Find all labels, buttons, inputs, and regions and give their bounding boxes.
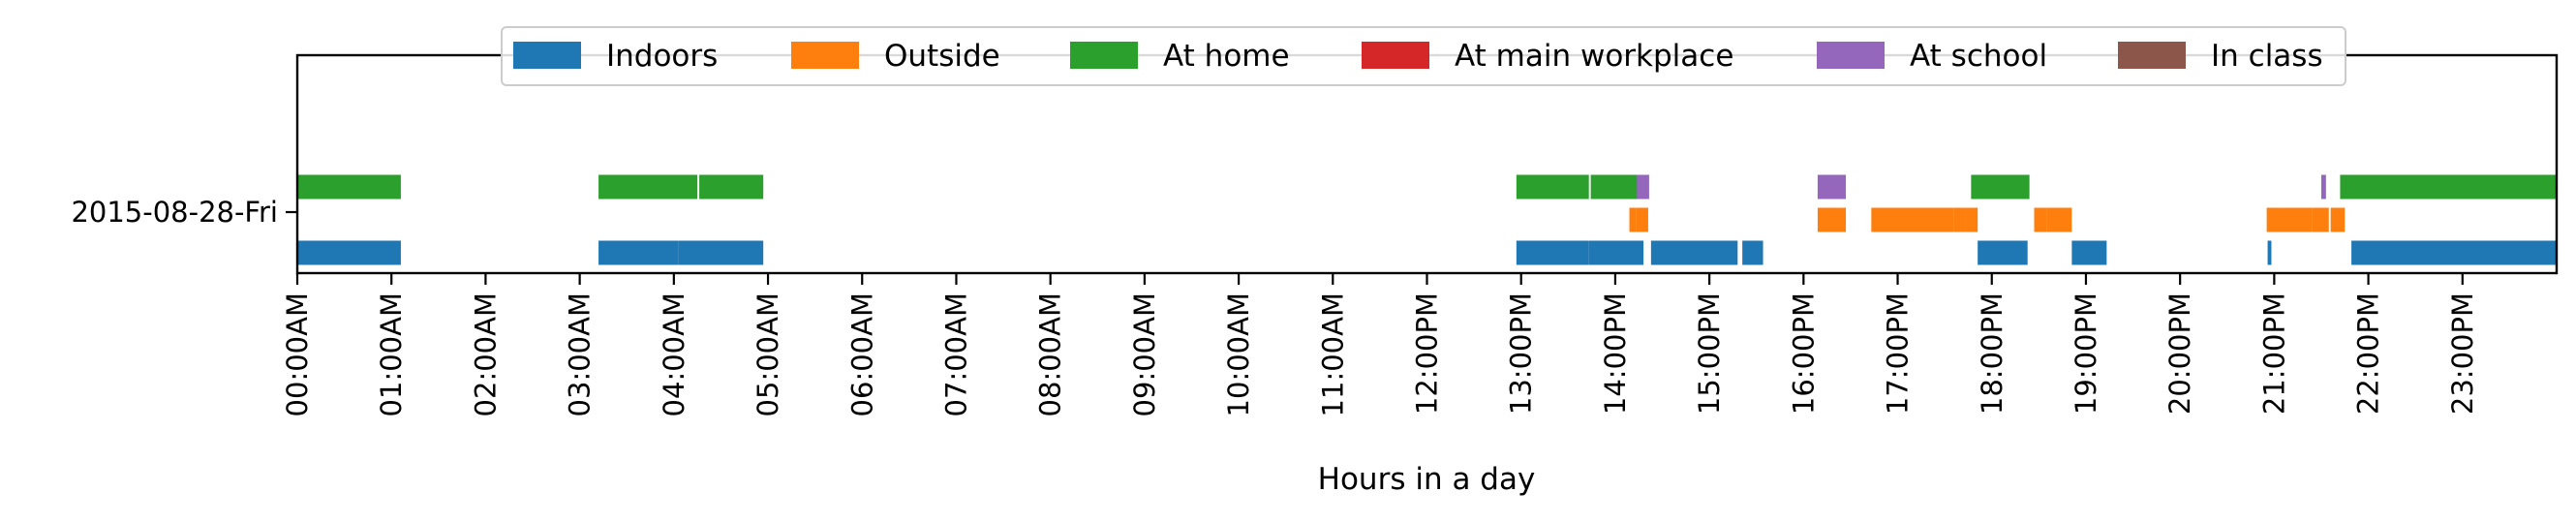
x-tick-label: 09:00AM bbox=[1128, 292, 1161, 416]
x-tick-label: 01:00AM bbox=[375, 292, 408, 416]
bar-at-school-2 bbox=[2320, 174, 2326, 200]
bar-outside-5 bbox=[1965, 207, 1978, 232]
bar-at-school-0 bbox=[1637, 174, 1649, 200]
bar-indoors-7 bbox=[1978, 240, 2028, 265]
legend-swatch-outside bbox=[791, 42, 859, 69]
x-tick-label: 04:00AM bbox=[658, 292, 690, 416]
x-tick-label: 06:00AM bbox=[845, 292, 878, 416]
bar-outside-0 bbox=[1629, 207, 1637, 232]
bar-at-home-4 bbox=[1590, 174, 1640, 200]
plot-background bbox=[297, 55, 2557, 273]
bar-indoors-2 bbox=[678, 240, 764, 265]
y-tick-label: 2015-08-28-Fri bbox=[71, 196, 278, 229]
x-tick-label: 03:00AM bbox=[564, 292, 597, 416]
x-tick-label: 22:00PM bbox=[2352, 292, 2385, 415]
x-tick-label: 17:00PM bbox=[1882, 292, 1915, 415]
x-tick-label: 05:00AM bbox=[751, 292, 784, 416]
x-tick-label: 13:00PM bbox=[1505, 292, 1538, 415]
legend-swatch-in-class bbox=[2118, 42, 2186, 69]
activity-bars bbox=[297, 174, 2557, 265]
x-tick-label: 10:00AM bbox=[1222, 292, 1255, 416]
bar-outside-4 bbox=[1953, 207, 1966, 232]
x-tick-label: 23:00PM bbox=[2446, 292, 2479, 415]
x-tick-label: 21:00PM bbox=[2257, 292, 2290, 415]
x-tick-label: 14:00PM bbox=[1599, 292, 1632, 415]
legend-swatch-at-main-workplace bbox=[1362, 42, 1429, 69]
legend-swatch-at-home bbox=[1070, 42, 1138, 69]
bar-at-school-1 bbox=[1817, 174, 1847, 200]
bar-at-home-1 bbox=[598, 174, 698, 200]
bar-at-home-5 bbox=[1971, 174, 2030, 200]
bar-indoors-9 bbox=[2267, 240, 2272, 265]
bar-at-home-3 bbox=[1516, 174, 1589, 200]
legend-label-in-class: In class bbox=[2211, 39, 2323, 74]
x-tick-label: 11:00AM bbox=[1316, 292, 1349, 416]
bar-at-home-2 bbox=[699, 174, 764, 200]
bar-outside-6 bbox=[2034, 207, 2047, 232]
x-axis-label: Hours in a day bbox=[1318, 462, 1536, 497]
bar-outside-8 bbox=[2266, 207, 2313, 232]
bar-at-home-6 bbox=[2340, 174, 2557, 200]
x-tick-label: 18:00PM bbox=[1976, 292, 2009, 415]
x-tick-label: 12:00PM bbox=[1411, 292, 1444, 415]
bar-outside-3 bbox=[1871, 207, 1954, 232]
bar-at-home-0 bbox=[297, 174, 401, 200]
x-axis: 00:00AM 01:00AM 02:00AM 03:00AM 04:00AM 05:00… bbox=[281, 273, 2479, 416]
bar-indoors-3 bbox=[1516, 240, 1589, 265]
legend-label-indoors: Indoors bbox=[606, 39, 718, 74]
legend-swatch-at-school bbox=[1817, 42, 1885, 69]
x-tick-label: 02:00AM bbox=[469, 292, 502, 416]
bar-outside-9 bbox=[2312, 207, 2329, 232]
x-tick-label: 07:00AM bbox=[939, 292, 972, 416]
x-tick-label: 15:00PM bbox=[1693, 292, 1726, 415]
x-tick-label: 00:00AM bbox=[281, 292, 314, 416]
bar-outside-2 bbox=[1817, 207, 1847, 232]
legend-label-at-school: At school bbox=[1910, 39, 2047, 74]
legend: Indoors Outside At home At main workplace At… bbox=[501, 26, 2346, 86]
bar-indoors-5 bbox=[1650, 240, 1738, 265]
bar-indoors-10 bbox=[2351, 240, 2557, 265]
bar-indoors-1 bbox=[598, 240, 679, 265]
x-tick-label: 19:00PM bbox=[2070, 292, 2102, 415]
legend-swatch-indoors bbox=[513, 42, 581, 69]
bar-indoors-8 bbox=[2071, 240, 2107, 265]
legend-label-outside: Outside bbox=[884, 39, 1000, 74]
bar-outside-10 bbox=[2330, 207, 2346, 232]
bar-outside-7 bbox=[2046, 207, 2072, 232]
x-tick-label: 20:00PM bbox=[2163, 292, 2196, 415]
bar-indoors-4 bbox=[1588, 240, 1644, 265]
x-tick-label: 16:00PM bbox=[1787, 292, 1820, 415]
y-axis: 2015-08-28-Fri bbox=[71, 196, 297, 229]
x-tick-label: 08:00AM bbox=[1034, 292, 1067, 416]
bar-outside-1 bbox=[1636, 207, 1648, 232]
legend-label-at-home: At home bbox=[1163, 39, 1290, 74]
bar-indoors-6 bbox=[1742, 240, 1763, 265]
legend-label-at-main-workplace: At main workplace bbox=[1455, 39, 1733, 74]
bar-indoors-0 bbox=[297, 240, 401, 265]
